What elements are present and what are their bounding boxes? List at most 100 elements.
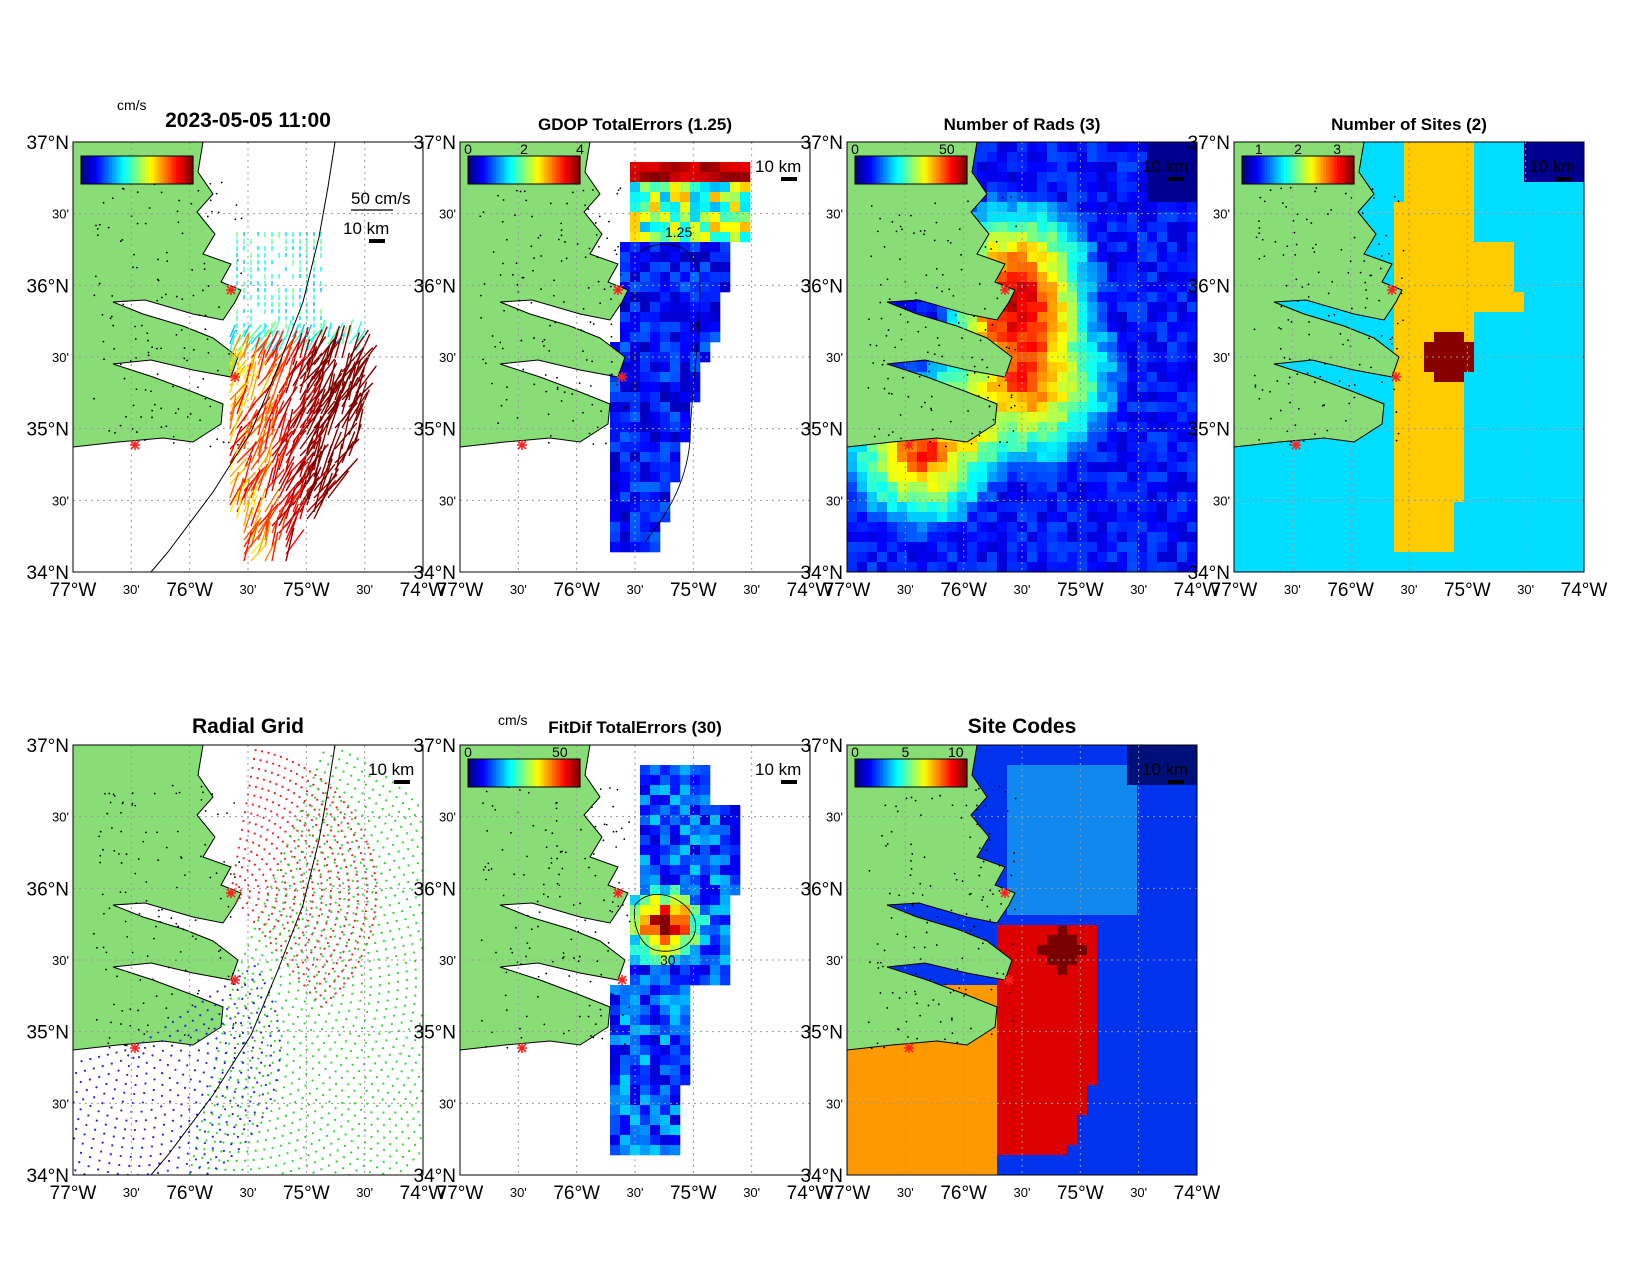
lon-tick-label: 76°W [166, 580, 213, 601]
colorbar-tick-label: 1 [1255, 141, 1263, 157]
distance-scale: 10 km [368, 760, 414, 784]
lon-tick-label: 76°W [166, 1183, 213, 1204]
axes-frame [459, 141, 811, 573]
lon-minor-tick-label: 30' [356, 582, 373, 597]
hf-radar-site-marker [617, 372, 627, 382]
graticule [847, 142, 1197, 572]
lat-tick-label: 36°N [414, 276, 456, 297]
lat-tick-label: 36°N [27, 276, 69, 297]
colorbar-unit-fitdif: cm/s [498, 712, 528, 728]
lat-tick-label: 37°N [414, 736, 456, 757]
panel-title-rads: Number of Rads (3) [944, 115, 1101, 134]
map-area [847, 745, 1197, 1175]
lon-minor-tick-label: 30' [510, 1185, 527, 1200]
lat-minor-tick-label: 30' [826, 1096, 843, 1111]
lon-minor-tick-label: 30' [510, 582, 527, 597]
coast-detail [867, 785, 1017, 1050]
lat-minor-tick-label: 30' [52, 1096, 69, 1111]
lon-tick-label: 74°W [787, 580, 834, 601]
lat-tick-label: 34°N [801, 563, 843, 584]
distance-scale: 10 km [755, 760, 801, 784]
lat-minor-tick-label: 30' [52, 350, 69, 365]
axes-frame [459, 744, 811, 1176]
lat-minor-tick-label: 30' [439, 1096, 456, 1111]
lat-minor-tick-label: 30' [1213, 493, 1230, 508]
hf-radar-site-marker [230, 975, 240, 985]
axes-frame [1233, 141, 1585, 573]
colorbar-tick-label: 0 [464, 141, 472, 157]
land-mass [1234, 142, 1403, 448]
land-mass [73, 142, 242, 448]
hf-radar-site-marker [230, 372, 240, 382]
lon-minor-tick-label: 30' [1401, 582, 1418, 597]
gdop-contour [639, 243, 701, 543]
lon-minor-tick-label: 30' [123, 1185, 140, 1200]
land-mass [847, 142, 1016, 448]
distance-scale: 10 km [1529, 157, 1575, 181]
lat-tick-label: 35°N [27, 420, 69, 441]
coast-detail [867, 182, 1018, 448]
lat-tick-label: 35°N [27, 1023, 69, 1044]
lon-minor-tick-label: 30' [123, 582, 140, 597]
panel-current-vectors: 2023-05-05 11:00 cm/s 50 cm/s 37°N 30' 36°… [27, 97, 447, 601]
lon-minor-tick-label: 30' [356, 1185, 373, 1200]
lon-minor-tick-label: 30' [897, 582, 914, 597]
colorbar-tick-label: 50 [552, 744, 568, 760]
lat-tick-label: 34°N [27, 1166, 69, 1187]
panel-gdop: GDOP TotalErrors (1.25) 1.25 37°N 30' 36°N 3… [414, 115, 834, 601]
lon-tick-label: 75°W [1444, 580, 1491, 601]
lat-minor-tick-label: 30' [826, 207, 843, 222]
lon-minor-tick-label: 30' [743, 582, 760, 597]
timestamp-title: 2023-05-05 11:00 [165, 109, 331, 132]
current-vector-field [229, 232, 378, 562]
lat-tick-label: 37°N [801, 133, 843, 154]
lon-tick-label: 76°W [553, 1183, 600, 1204]
lon-minor-tick-label: 30' [1014, 1185, 1031, 1200]
colorbar: 0 50 [464, 744, 581, 788]
hf-radar-site-marker [617, 975, 627, 985]
colorbar-tick-label: 50 [939, 141, 955, 157]
hf-radar-site-marker [226, 888, 236, 898]
coast-detail [92, 784, 244, 1049]
distance-scale: 10 km [343, 219, 389, 243]
lat-minor-tick-label: 30' [439, 810, 456, 825]
land-mass [73, 745, 242, 1051]
lon-tick-label: 76°W [940, 580, 987, 601]
graticule [460, 142, 810, 572]
lon-tick-label: 77°W [437, 580, 484, 601]
lat-minor-tick-label: 30' [52, 953, 69, 968]
lon-minor-tick-label: 30' [240, 1185, 257, 1200]
colorbar-tick-label: 10 [948, 744, 964, 760]
axes-frame [846, 744, 1198, 1176]
lat-tick-label: 37°N [27, 133, 69, 154]
lat-minor-tick-label: 30' [826, 493, 843, 508]
lon-minor-tick-label: 30' [1284, 582, 1301, 597]
lat-minor-tick-label: 30' [52, 810, 69, 825]
hf-radar-site-marker [613, 285, 623, 295]
lon-minor-tick-label: 30' [743, 1185, 760, 1200]
panel-title-sites: Number of Sites (2) [1331, 115, 1487, 134]
vector-scale-label: 50 cm/s [351, 189, 411, 208]
lon-tick-label: 77°W [824, 1183, 871, 1204]
lat-minor-tick-label: 30' [439, 493, 456, 508]
colorbar-tick-label: 2 [1294, 141, 1302, 157]
lat-minor-tick-label: 30' [439, 350, 456, 365]
map-area [73, 142, 423, 572]
graticule [73, 142, 423, 572]
lon-tick-label: 74°W [1174, 580, 1221, 601]
lat-minor-tick-label: 30' [52, 493, 69, 508]
lon-tick-label: 77°W [50, 580, 97, 601]
lat-tick-label: 36°N [27, 879, 69, 900]
map-area [847, 142, 1197, 572]
gridded-field [610, 765, 741, 1156]
panel-number-of-sites: Number of Sites (2) 37°N 30' 36°N 30' 35°N 30… [1188, 115, 1608, 601]
lon-minor-tick-label: 30' [897, 1185, 914, 1200]
land-mass [460, 745, 629, 1051]
colorbar: 1 2 3 [1241, 141, 1355, 185]
lat-minor-tick-label: 30' [52, 207, 69, 222]
hf-radar-site-marker [1000, 285, 1010, 295]
lon-tick-label: 74°W [1561, 580, 1608, 601]
lat-tick-label: 35°N [414, 1023, 456, 1044]
lon-minor-tick-label: 30' [240, 582, 257, 597]
